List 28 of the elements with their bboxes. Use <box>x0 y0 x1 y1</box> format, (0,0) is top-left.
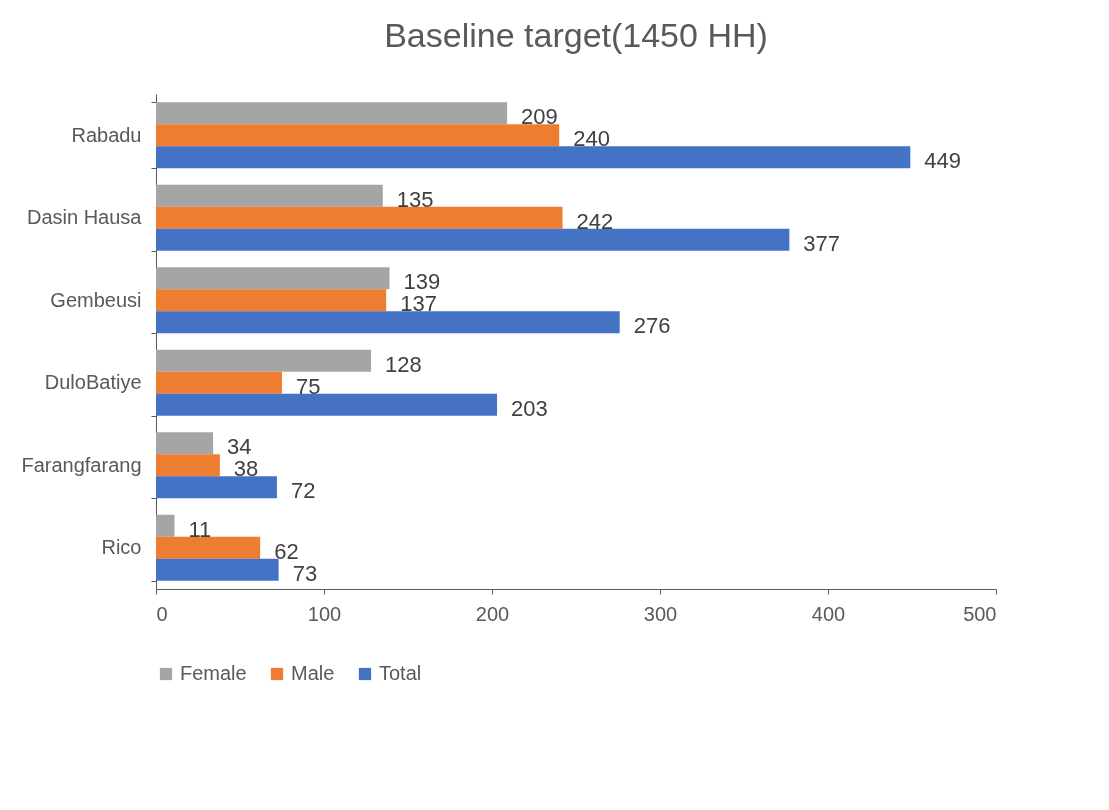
chart-title: Baseline target(1450 HH) <box>384 16 768 54</box>
data-label: 276 <box>633 313 671 339</box>
data-label: 72 <box>290 478 316 504</box>
data-label: 203 <box>511 395 548 421</box>
x-tick-label: 400 <box>811 602 846 625</box>
data-label: 209 <box>521 104 558 130</box>
y-tick-label: DuloBatiye <box>44 371 142 394</box>
y-tick-label: Gembeusi <box>50 288 142 311</box>
y-tick-label: Rabadu <box>71 123 142 146</box>
legend-label: Female <box>180 662 247 684</box>
legend-label: Total <box>379 662 422 684</box>
x-tick-label: 100 <box>307 602 342 625</box>
data-label: 377 <box>803 230 841 256</box>
data-label: 240 <box>573 126 610 152</box>
data-label: 128 <box>385 351 422 377</box>
x-tick-label: 0 <box>156 602 168 625</box>
data-label: 11 <box>188 516 212 542</box>
data-label: 135 <box>396 186 434 212</box>
x-tick-label: 500 <box>963 602 997 625</box>
data-label: 449 <box>924 148 962 174</box>
data-label: 75 <box>296 373 321 399</box>
y-tick-label: Rico <box>101 536 142 559</box>
y-tick-label: Farangfarang <box>21 453 142 476</box>
data-label: 242 <box>576 208 614 234</box>
y-tick-label: Dasin Hausa <box>26 206 143 229</box>
x-tick-label: 200 <box>475 602 510 625</box>
x-tick-label: 300 <box>643 602 678 625</box>
legend-label: Male <box>291 662 335 684</box>
